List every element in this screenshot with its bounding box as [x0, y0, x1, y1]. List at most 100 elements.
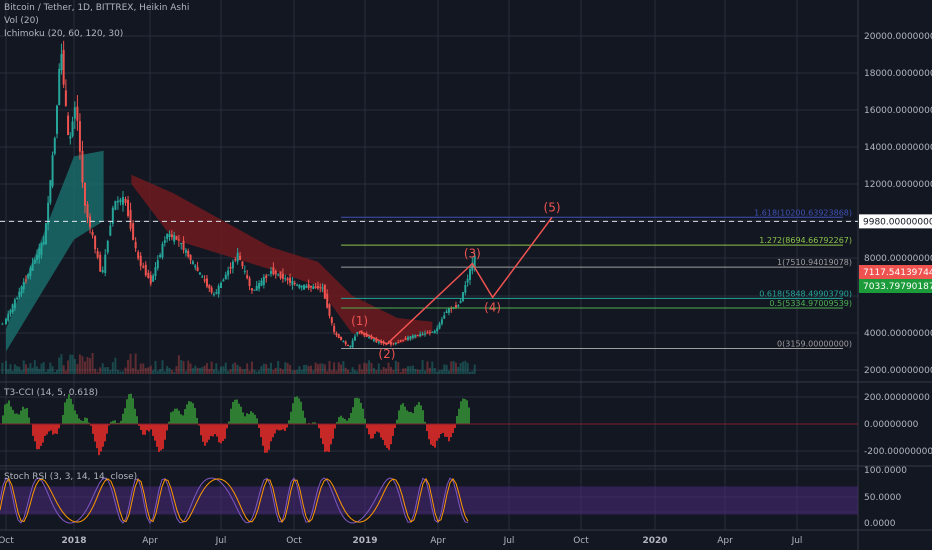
- candle-body: [215, 292, 218, 294]
- dashed-level-tag-label: 9980.00000000: [863, 217, 932, 227]
- volume-bar: [312, 370, 315, 374]
- vol-indicator-label[interactable]: Vol (20): [4, 16, 39, 26]
- cci-bar: [292, 403, 294, 424]
- ichimoku-indicator-label[interactable]: Ichimoku (20, 60, 120, 30): [4, 29, 124, 39]
- cci-bar: [152, 424, 154, 436]
- cci-bar: [348, 418, 350, 424]
- volume-bar: [293, 370, 296, 374]
- cci-bar: [332, 424, 334, 439]
- volume-bar: [330, 370, 333, 374]
- cci-bar: [362, 408, 364, 424]
- candle-body: [353, 336, 356, 341]
- candle-body: [229, 266, 232, 269]
- fib-label: 1(7510.94019078): [777, 258, 852, 267]
- candle-body: [99, 254, 102, 272]
- candle-body: [243, 270, 246, 272]
- cci-bar: [106, 424, 108, 434]
- fib-label: 1.272(8694.66792267): [759, 236, 852, 245]
- volume-bar: [119, 371, 122, 374]
- candle-body: [147, 272, 150, 279]
- fib-levels[interactable]: 1.618(10200.63923868) 1.272(8694.66792267…: [0, 208, 858, 350]
- volume-bar: [411, 365, 414, 374]
- volume-bar: [22, 360, 25, 374]
- cci-indicator-label[interactable]: T3-CCI (14, 5, 0.618): [4, 388, 98, 398]
- cci-bar: [304, 417, 306, 424]
- price-tag: [859, 265, 932, 279]
- candle-body: [22, 281, 25, 289]
- candle-body: [281, 273, 284, 279]
- y-tick-label: 4000.00000000: [864, 329, 932, 339]
- volume-bar: [208, 368, 211, 374]
- cci-bar: [2, 415, 4, 424]
- candle-body: [210, 287, 213, 293]
- volume-bar: [222, 366, 225, 374]
- candle-body: [372, 339, 375, 341]
- x-tick-label: Jul: [791, 536, 803, 546]
- x-tick-label: Apr: [142, 536, 158, 546]
- candle-body: [208, 285, 211, 289]
- candle-body: [389, 341, 392, 345]
- elliott-waves[interactable]: (1) (2) (3) (4) (5): [351, 200, 560, 361]
- cci-bar: [172, 411, 174, 424]
- cloud-bear: [131, 174, 433, 345]
- candle-body: [473, 255, 476, 268]
- cci-bar: [406, 410, 408, 424]
- volume-bar: [217, 371, 220, 374]
- volume-bar: [321, 363, 324, 374]
- cci-bar: [400, 404, 402, 424]
- candle-body: [142, 266, 145, 268]
- cci-bar: [368, 424, 370, 435]
- candle-body: [198, 272, 201, 275]
- cci-bar: [108, 424, 110, 426]
- volume-bar: [335, 370, 338, 374]
- fib-label: 1.618(10200.63923868): [754, 208, 852, 217]
- volume-bar: [243, 369, 246, 374]
- candle-body: [76, 106, 79, 121]
- cci-bar: [130, 393, 132, 424]
- candle-body: [42, 241, 45, 245]
- cci-bar: [58, 424, 60, 429]
- volume-bar: [11, 370, 14, 374]
- candle-body: [468, 269, 471, 280]
- cci-bar: [142, 424, 144, 435]
- volume-bar: [236, 364, 239, 374]
- candle-body: [269, 271, 272, 274]
- volume-bar: [180, 360, 183, 374]
- volume-bar: [56, 369, 58, 374]
- candle-body: [64, 90, 67, 106]
- x-tick-label: 2019: [352, 536, 377, 546]
- candle-body: [67, 115, 70, 135]
- candle-body: [392, 343, 395, 345]
- candle-body: [330, 317, 333, 323]
- volume-bar: [265, 364, 268, 374]
- cci-bar: [166, 424, 168, 431]
- ichimoku-cloud: [6, 150, 433, 352]
- cci-bar: [26, 407, 28, 424]
- cci-bar: [446, 424, 448, 437]
- volume-bar: [168, 367, 171, 374]
- volume-bar: [328, 360, 331, 374]
- cci-bar: [250, 411, 252, 424]
- cci-bar: [180, 414, 182, 424]
- cci-bar: [444, 424, 446, 437]
- candle-body: [203, 279, 206, 281]
- volume-bar: [36, 366, 39, 374]
- candle-body: [18, 291, 21, 297]
- cci-bar: [432, 424, 434, 446]
- candle-body: [194, 265, 197, 268]
- stoch-rsi-indicator-label[interactable]: Stoch RSI (3, 3, 14, 14, close): [4, 472, 138, 482]
- candle-body: [466, 279, 469, 283]
- candle-body: [29, 267, 32, 276]
- candle-body: [182, 241, 185, 251]
- cci-bar: [150, 424, 152, 430]
- cci-bar: [88, 422, 90, 424]
- volume-bar: [356, 371, 359, 374]
- cci-bar: [382, 424, 384, 440]
- cci-bar: [216, 424, 218, 437]
- candle-body: [78, 121, 81, 152]
- candle-body: [419, 334, 422, 337]
- rsi-y-tick-label: 0.0000: [864, 519, 896, 529]
- volume-bar: [177, 355, 180, 374]
- candle-body: [44, 223, 47, 245]
